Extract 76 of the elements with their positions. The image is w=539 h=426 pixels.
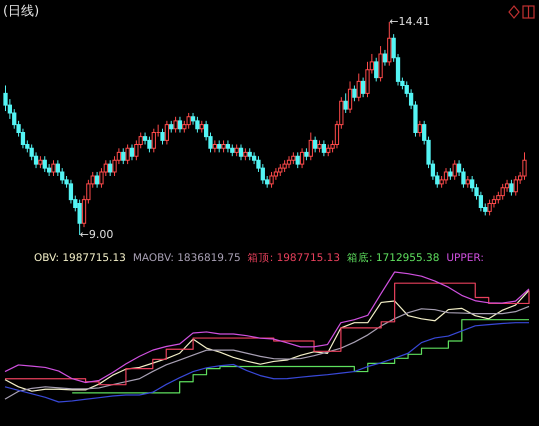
candlestick (304, 148, 309, 161)
candlestick (418, 120, 422, 138)
candlestick (504, 179, 510, 192)
candlestick (130, 144, 134, 161)
candlestick (308, 132, 313, 161)
candlestick (152, 128, 156, 153)
candlestick (234, 144, 239, 157)
candlestick (200, 120, 204, 134)
candlestick (34, 152, 38, 169)
candlestick (387, 22, 392, 66)
candlestick (487, 199, 492, 216)
candlestick (68, 179, 74, 204)
candlestick (509, 179, 514, 196)
candlestick (360, 77, 366, 98)
candlestick (326, 144, 330, 157)
candlestick (221, 140, 226, 153)
candlestick (125, 144, 130, 165)
candlestick (217, 140, 222, 153)
candlestick (322, 140, 326, 157)
candlestick (51, 160, 56, 176)
candlestick (238, 144, 244, 161)
candlestick (348, 80, 352, 114)
candlestick (252, 152, 256, 165)
candlestick (230, 144, 234, 157)
candlestick (466, 176, 470, 188)
candlestick (282, 160, 287, 172)
text: MAOBV: 1836819.75 (132, 252, 241, 264)
annotation: ←9.00 (80, 228, 114, 241)
candlestick (365, 61, 370, 98)
candlestick (352, 84, 357, 102)
text: 箱顶: 1987715.13 (248, 252, 340, 264)
annotation: ←14.41 (389, 15, 430, 28)
candlestick (190, 112, 196, 126)
candlestick (382, 49, 388, 66)
candlestick (226, 140, 230, 153)
candlestick (274, 168, 278, 180)
candlestick (108, 160, 112, 176)
candlestick (94, 171, 100, 188)
candlestick (296, 152, 300, 169)
candlestick (248, 148, 252, 161)
candlestick (317, 140, 322, 153)
candlestick (160, 128, 165, 145)
candlestick (121, 148, 126, 165)
candlestick (492, 195, 496, 208)
candlestick (286, 156, 292, 169)
candlestick (461, 168, 466, 188)
candlestick (142, 132, 148, 145)
text: OBV: 1987715.13 (34, 252, 126, 264)
candlestick (164, 120, 170, 145)
candlestick (178, 116, 182, 134)
candlestick (169, 120, 174, 134)
candlestick (448, 168, 452, 180)
candlestick (38, 156, 43, 169)
candlestick (452, 160, 457, 180)
candlestick (173, 116, 178, 134)
candlestick (20, 128, 26, 149)
candlestick (300, 148, 304, 169)
candlestick (212, 140, 217, 153)
chart-title: (日线) (3, 3, 40, 20)
text: 箱底: 1712955.38 (347, 252, 440, 264)
candlestick (291, 152, 296, 165)
candlestick (313, 136, 318, 153)
candlestick (374, 57, 378, 82)
candlestick (99, 168, 104, 188)
candlestick (112, 156, 117, 176)
candlestick (378, 46, 383, 82)
candlestick (243, 148, 248, 161)
candlestick (269, 171, 274, 188)
candlestick (344, 92, 348, 114)
candlestick (356, 73, 361, 102)
candlestick (522, 152, 527, 180)
candlestick (195, 116, 200, 134)
candlestick (147, 136, 152, 153)
text: UPPER: (446, 252, 484, 264)
candlestick (3, 84, 8, 112)
candlestick (444, 168, 448, 184)
